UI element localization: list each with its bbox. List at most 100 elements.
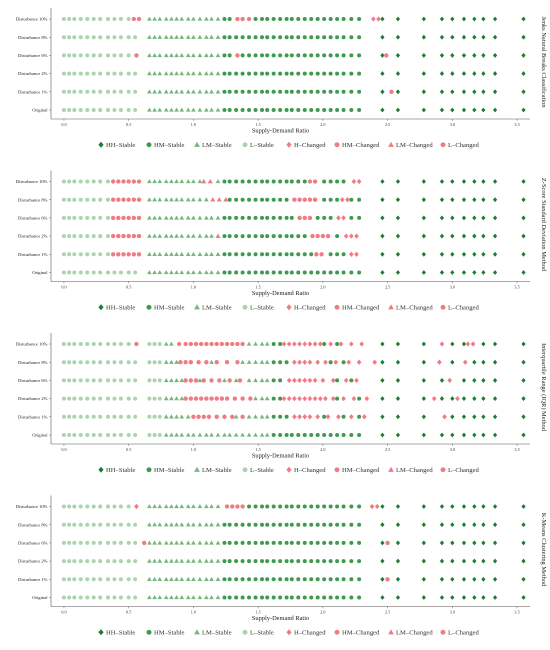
point-hm-stable (271, 360, 276, 365)
point-hm-stable (335, 396, 340, 401)
point-hm-stable (240, 53, 245, 58)
point-l-stable (91, 522, 96, 527)
point-hm-changed (235, 53, 240, 58)
point-hh-stable (395, 270, 401, 275)
point-lm-stable (215, 107, 221, 112)
point-lm-stable (209, 540, 214, 545)
x-tick-label: 1.0 (191, 447, 196, 452)
point-hm-stable (302, 559, 307, 564)
point-l-stable (85, 197, 90, 202)
point-hm-stable (271, 89, 276, 94)
point-l-stable (105, 559, 110, 564)
point-hm-stable (278, 396, 283, 401)
point-hm-stable (322, 270, 327, 275)
point-h-changed (364, 395, 370, 402)
point-hh-stable (395, 233, 401, 239)
x-tick-label: 1.5 (256, 122, 261, 127)
point-hh-stable (481, 89, 486, 95)
point-l-stable (112, 433, 117, 437)
point-hm-stable (271, 559, 276, 564)
point-lm-stable (215, 504, 221, 509)
point-l-stable (152, 378, 157, 383)
point-hm-changed (312, 179, 318, 184)
point-hm-stable (335, 342, 340, 346)
point-lm-stable (152, 251, 157, 256)
point-hm-changed (315, 233, 320, 239)
point-hm-stable (328, 270, 333, 275)
point-l-stable (105, 71, 110, 76)
point-hh-stable (521, 89, 526, 95)
point-hh-stable (421, 270, 426, 275)
point-hh-stable (481, 251, 486, 257)
point-hh-stable (421, 396, 426, 402)
point-h-changed (302, 414, 308, 420)
point-lm-stable (197, 179, 203, 184)
point-h-changed (465, 341, 471, 347)
point-l-stable (67, 595, 72, 600)
x-tick-label: 3.0 (450, 610, 455, 615)
point-lm-stable (204, 71, 209, 76)
point-l-stable (112, 414, 117, 419)
point-lm-stable (179, 504, 185, 509)
point-hh-stable (450, 576, 455, 582)
point-lm-stable (179, 179, 185, 184)
point-lm-stable (163, 595, 169, 600)
point-lm-stable (215, 89, 221, 94)
point-l-stable (61, 270, 66, 275)
point-lm-stable (147, 504, 152, 509)
point-hh-stable (395, 341, 401, 347)
point-hm-stable (234, 522, 239, 527)
point-lm-stable (246, 377, 252, 383)
legend-marker (146, 467, 152, 473)
point-hm-stable (309, 577, 314, 582)
point-hm-stable (227, 522, 232, 527)
x-tick-label: 2.5 (385, 285, 390, 290)
point-hm-stable (289, 577, 294, 582)
point-h-changed (302, 341, 308, 347)
point-hm-stable (335, 577, 340, 582)
point-hh-stable (450, 522, 455, 528)
point-lm-stable (185, 197, 191, 202)
legend-marker (388, 141, 394, 147)
point-lm-stable (147, 522, 152, 527)
point-hm-changed (230, 414, 235, 419)
point-hm-changed (384, 53, 389, 58)
point-lm-stable (169, 558, 174, 563)
point-l-stable (85, 89, 90, 94)
point-h-changed (281, 395, 287, 402)
point-hm-stable (309, 559, 314, 564)
point-lm-stable (209, 89, 214, 94)
point-l-stable (133, 540, 138, 545)
legend-marker (242, 142, 248, 148)
point-l-stable (91, 252, 96, 257)
point-hm-changed (110, 179, 116, 184)
point-hm-changed (131, 197, 137, 202)
point-l-stable (85, 559, 90, 564)
point-l-stable (126, 378, 131, 383)
point-l-stable (98, 234, 103, 239)
point-hm-changed (204, 396, 209, 401)
point-hm-stable (253, 89, 258, 94)
point-hh-stable (439, 179, 445, 184)
point-hm-stable (296, 234, 301, 239)
point-l-stable (72, 53, 77, 58)
point-hm-stable (265, 559, 270, 564)
point-hm-stable (335, 71, 340, 76)
point-hm-changed (116, 252, 121, 257)
point-lm-stable (264, 341, 270, 346)
point-lm-stable (169, 595, 174, 600)
point-l-stable (112, 540, 117, 545)
point-hh-stable (461, 89, 467, 95)
point-h-changed (323, 359, 328, 365)
point-hh-stable (380, 89, 385, 95)
point-l-stable (133, 71, 138, 76)
point-hm-changed (188, 341, 194, 347)
point-l-stable (126, 108, 131, 112)
x-axis-label: Supply-Demand Ratio (252, 615, 309, 622)
point-hm-stable (341, 17, 346, 21)
point-hh-stable (461, 215, 467, 221)
point-hh-stable (492, 359, 498, 365)
point-hh-stable (450, 504, 455, 509)
point-l-stable (85, 504, 90, 509)
point-hh-stable (421, 359, 426, 365)
